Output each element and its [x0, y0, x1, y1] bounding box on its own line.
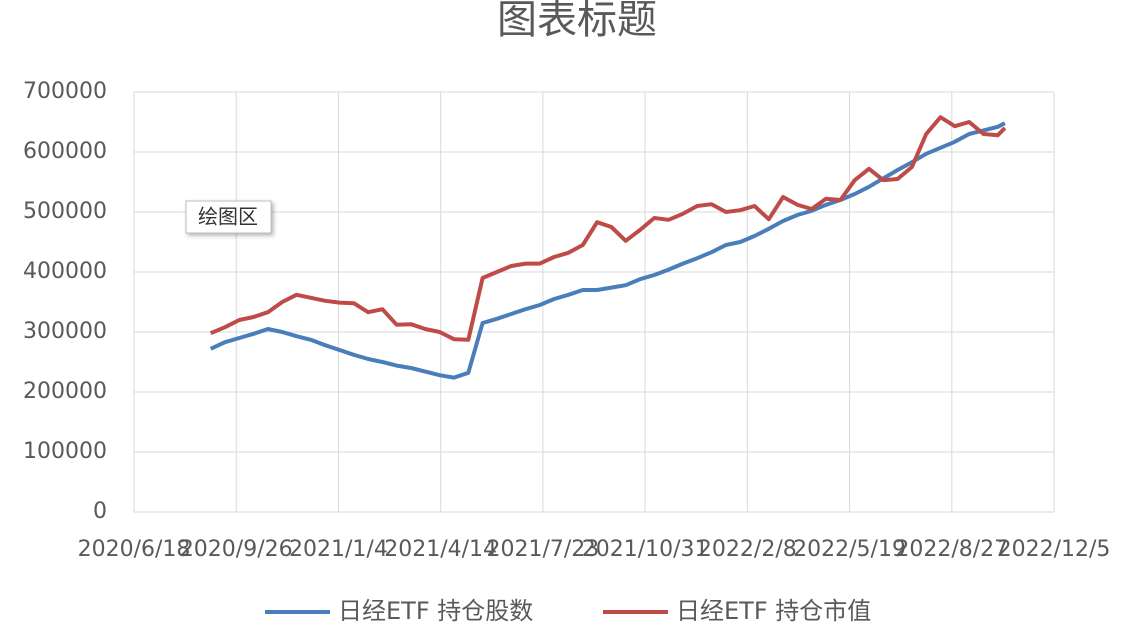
y-tick-label: 100000: [23, 439, 107, 464]
x-tick-label: 2022/12/5: [998, 537, 1111, 562]
y-tick-label: 0: [93, 499, 107, 524]
annotation-box: [185, 200, 272, 234]
x-tick-label: 2020/6/18: [78, 537, 191, 562]
chart-title: 图表标题: [497, 0, 657, 43]
data-line: [209, 115, 1007, 342]
y-tick-label: 300000: [23, 319, 107, 344]
y-tick-label: 700000: [23, 79, 107, 104]
x-tick-label: 2022/5/19: [793, 537, 906, 562]
x-tick-label: 2021/7/23: [486, 537, 599, 562]
data-line: [209, 121, 1006, 380]
y-tick-label: 200000: [23, 379, 107, 404]
x-tick-label: 2021/1/4: [289, 537, 388, 562]
x-tick-label: 2022/8/27: [895, 537, 1008, 562]
x-tick-label: 2020/9/26: [180, 537, 293, 562]
y-tick-label: 600000: [23, 139, 107, 164]
x-tick-label: 2021/10/31: [582, 537, 709, 562]
y-tick-label: 500000: [23, 199, 107, 224]
x-tick-label: 2022/2/8: [698, 537, 797, 562]
legend-label: 日经ETF 持仓市值: [676, 597, 871, 625]
x-tick-label: 2021/4/14: [384, 537, 497, 562]
annotation: 绘图区: [198, 205, 258, 229]
y-tick-label: 400000: [23, 259, 107, 284]
legend-label: 日经ETF 持仓股数: [338, 597, 533, 625]
